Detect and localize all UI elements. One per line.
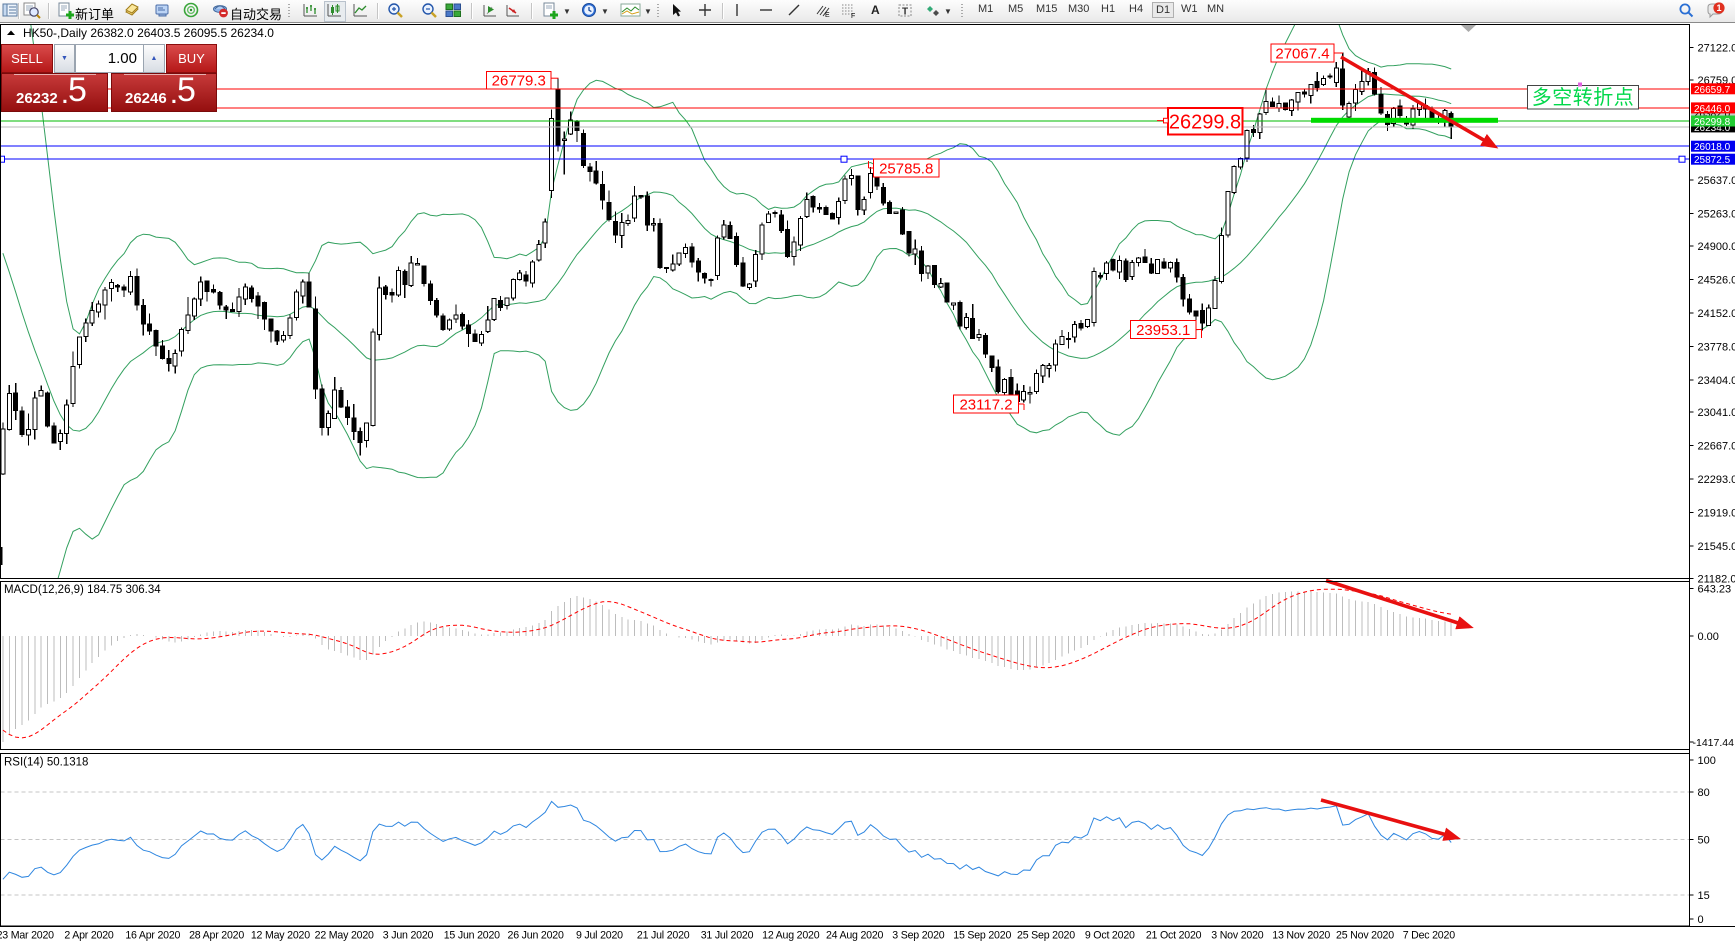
svg-text:100: 100 bbox=[1698, 755, 1716, 767]
svg-text:28 Apr 2020: 28 Apr 2020 bbox=[189, 930, 244, 941]
svg-text:27122.0: 27122.0 bbox=[1698, 43, 1735, 55]
svg-text:23117.2: 23117.2 bbox=[959, 396, 1012, 413]
svg-text:7 Dec 2020: 7 Dec 2020 bbox=[1403, 930, 1455, 941]
svg-text:26 Jun 2020: 26 Jun 2020 bbox=[508, 930, 564, 941]
svg-text:12 Aug 2020: 12 Aug 2020 bbox=[762, 930, 820, 941]
svg-text:26299.8: 26299.8 bbox=[1169, 112, 1241, 134]
svg-text:23953.1: 23953.1 bbox=[1136, 322, 1190, 339]
svg-text:22293.0: 22293.0 bbox=[1698, 474, 1735, 486]
svg-text:22667.0: 22667.0 bbox=[1698, 441, 1735, 453]
svg-text:15 Jun 2020: 15 Jun 2020 bbox=[444, 930, 500, 941]
svg-text:26234.0: 26234.0 bbox=[1694, 123, 1731, 134]
svg-text:21 Oct 2020: 21 Oct 2020 bbox=[1146, 930, 1202, 941]
svg-text:2 Apr 2020: 2 Apr 2020 bbox=[64, 930, 114, 941]
svg-text:26018.0: 26018.0 bbox=[1694, 142, 1731, 153]
svg-text:24152.0: 24152.0 bbox=[1698, 308, 1735, 320]
svg-text:23404.0: 23404.0 bbox=[1698, 375, 1735, 387]
svg-text:RSI(14) 50.1318: RSI(14) 50.1318 bbox=[4, 757, 88, 769]
svg-text:643.23: 643.23 bbox=[1698, 584, 1732, 596]
svg-text:80: 80 bbox=[1698, 787, 1710, 799]
svg-text:3 Sep 2020: 3 Sep 2020 bbox=[892, 930, 945, 941]
svg-text:3 Nov 2020: 3 Nov 2020 bbox=[1211, 930, 1263, 941]
svg-text:MACD(12,26,9) 184.75 306.34: MACD(12,26,9) 184.75 306.34 bbox=[4, 584, 161, 596]
svg-text:31 Jul 2020: 31 Jul 2020 bbox=[701, 930, 754, 941]
svg-text:T: T bbox=[902, 7, 908, 18]
svg-text:9 Jul 2020: 9 Jul 2020 bbox=[576, 930, 623, 941]
svg-text:25637.0: 25637.0 bbox=[1698, 175, 1735, 187]
svg-text:21545.0: 21545.0 bbox=[1698, 541, 1735, 553]
svg-text:0: 0 bbox=[1698, 914, 1704, 926]
svg-text:21 Jul 2020: 21 Jul 2020 bbox=[637, 930, 690, 941]
svg-text:13 Nov 2020: 13 Nov 2020 bbox=[1272, 930, 1330, 941]
svg-text:23041.0: 23041.0 bbox=[1698, 407, 1735, 419]
svg-text:26446.0: 26446.0 bbox=[1694, 104, 1731, 115]
svg-text:3 Jun 2020: 3 Jun 2020 bbox=[383, 930, 434, 941]
svg-text:多空转折点: 多空转折点 bbox=[1532, 86, 1635, 109]
svg-text:0.00: 0.00 bbox=[1698, 631, 1719, 643]
svg-text:16 Apr 2020: 16 Apr 2020 bbox=[125, 930, 180, 941]
svg-text:24 Aug 2020: 24 Aug 2020 bbox=[826, 930, 884, 941]
svg-text:12 May 2020: 12 May 2020 bbox=[251, 930, 310, 941]
svg-text:15 Sep 2020: 15 Sep 2020 bbox=[953, 930, 1011, 941]
svg-text:15: 15 bbox=[1698, 890, 1710, 902]
svg-text:26299.8: 26299.8 bbox=[1694, 117, 1731, 128]
svg-text:26659.7: 26659.7 bbox=[1694, 85, 1731, 96]
svg-text:26779.3: 26779.3 bbox=[492, 73, 546, 90]
svg-text:21919.0: 21919.0 bbox=[1698, 508, 1735, 520]
svg-text:-1417.44: -1417.44 bbox=[1693, 737, 1735, 749]
svg-text:25785.8: 25785.8 bbox=[879, 160, 933, 177]
svg-text:25 Sep 2020: 25 Sep 2020 bbox=[1017, 930, 1075, 941]
svg-text:27067.4: 27067.4 bbox=[1275, 45, 1329, 62]
svg-text:HK50-,Daily 26382.0 26403.5 2: HK50-,Daily 26382.0 26403.5 26095.5 2623… bbox=[23, 26, 274, 40]
svg-text:23778.0: 23778.0 bbox=[1698, 341, 1735, 353]
svg-text:26382.0: 26382.0 bbox=[1694, 109, 1731, 120]
svg-text:24900.0: 24900.0 bbox=[1698, 241, 1735, 253]
svg-text:25263.0: 25263.0 bbox=[1698, 209, 1735, 221]
svg-text:9 Oct 2020: 9 Oct 2020 bbox=[1085, 930, 1135, 941]
svg-text:21182.0: 21182.0 bbox=[1698, 573, 1735, 585]
svg-text:23 Mar 2020: 23 Mar 2020 bbox=[0, 930, 54, 941]
svg-text:25 Nov 2020: 25 Nov 2020 bbox=[1336, 930, 1394, 941]
svg-text:25872.5: 25872.5 bbox=[1694, 155, 1731, 166]
svg-text:F: F bbox=[851, 13, 855, 19]
svg-text:1: 1 bbox=[1716, 3, 1721, 13]
svg-text:24526.0: 24526.0 bbox=[1698, 275, 1735, 287]
svg-text:50: 50 bbox=[1698, 835, 1710, 847]
svg-text:E: E bbox=[825, 12, 830, 19]
svg-text:22 May 2020: 22 May 2020 bbox=[315, 930, 374, 941]
